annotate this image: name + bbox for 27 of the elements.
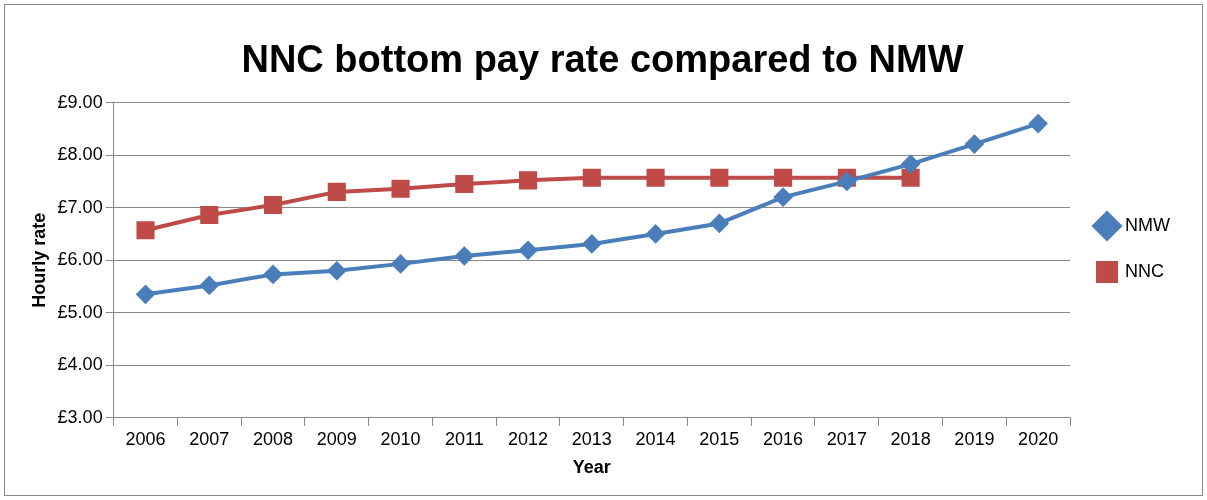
x-tick-label: 2008	[253, 428, 294, 449]
x-tick-label: 2016	[763, 428, 804, 449]
x-tick-label: 2014	[635, 428, 676, 449]
y-tick-label: £3.00	[57, 406, 103, 427]
x-tick-label: 2015	[699, 428, 740, 449]
y-tick-label: £7.00	[57, 196, 103, 217]
y-tick-label: £9.00	[57, 91, 103, 112]
y-tick-label: £5.00	[57, 301, 103, 322]
y-tick-label: £6.00	[57, 249, 103, 270]
x-tick-label: 2017	[826, 428, 867, 449]
x-tick-label: 2018	[890, 428, 931, 449]
x-tick-label: 2006	[125, 428, 166, 449]
chart-title: NNC bottom pay rate compared to NMW	[241, 38, 964, 81]
y-tick-label: £8.00	[57, 144, 103, 165]
x-tick-label: 2020	[1018, 428, 1059, 449]
legend-label: NNC	[1125, 260, 1165, 281]
x-tick-label: 2012	[508, 428, 549, 449]
y-axis-title: Hourly rate	[28, 212, 49, 308]
x-axis-title: Year	[572, 457, 611, 478]
x-tick-label: 2013	[571, 428, 612, 449]
x-tick-label: 2011	[444, 428, 484, 449]
y-tick-label: £4.00	[57, 354, 103, 375]
x-tick-label: 2009	[316, 428, 357, 449]
x-tick-label: 2010	[380, 428, 421, 449]
x-tick-label: 2019	[954, 428, 995, 449]
x-tick-label: 2007	[189, 428, 230, 449]
legend-label: NMW	[1125, 214, 1171, 235]
